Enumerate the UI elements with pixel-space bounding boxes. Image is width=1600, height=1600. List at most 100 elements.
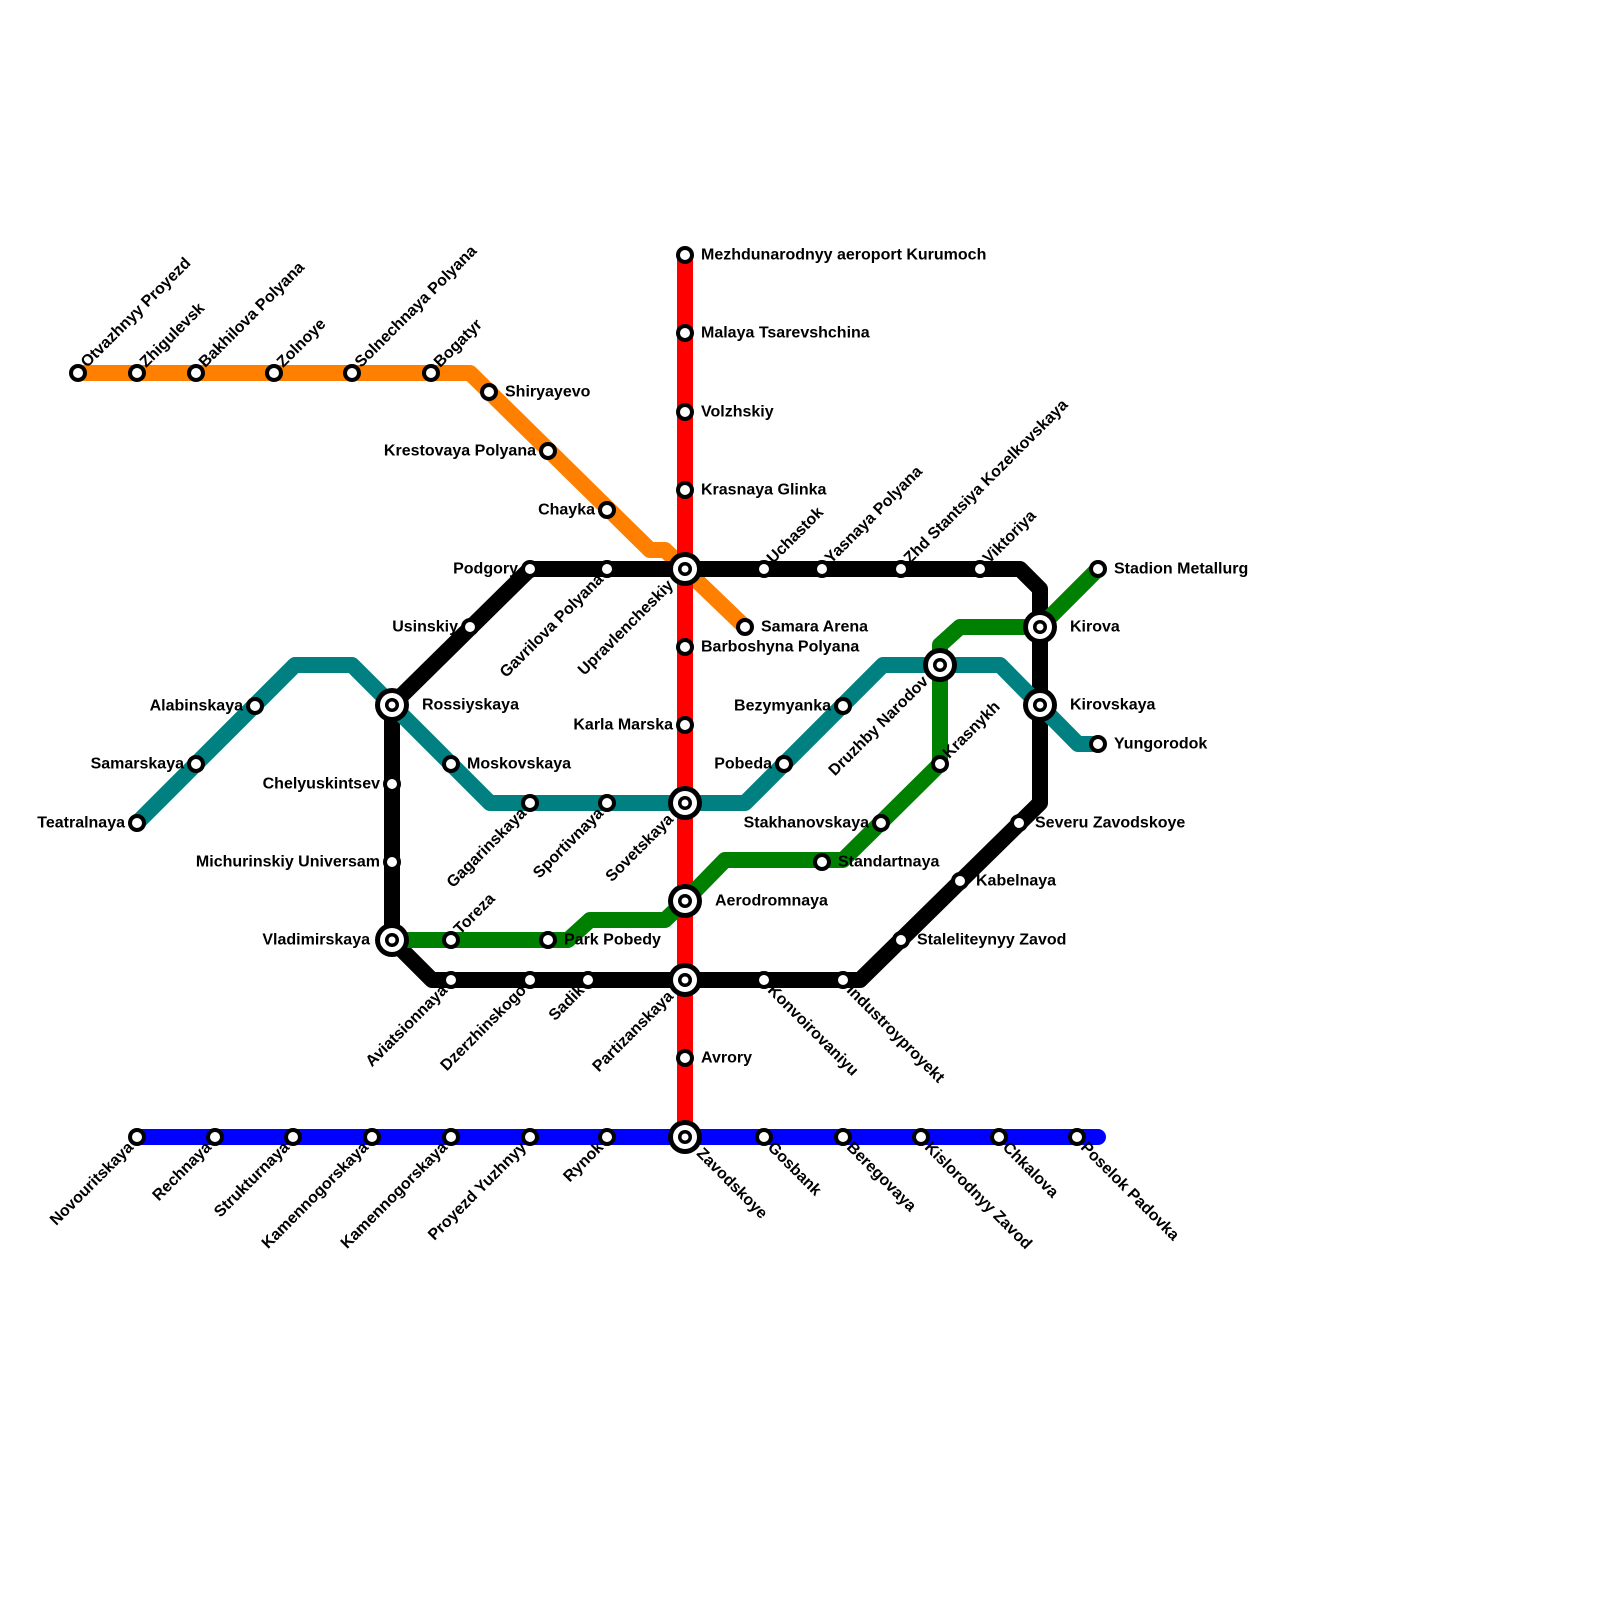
station-label[interactable]: Rossiyskaya	[422, 697, 519, 714]
station-label[interactable]: Avrory	[701, 1050, 752, 1067]
station-label[interactable]: Dzerzhinskogo	[438, 982, 531, 1075]
station-label[interactable]: Kirova	[1070, 619, 1120, 636]
station[interactable]: Shiryayevo	[480, 383, 591, 401]
station-label[interactable]: Gagarinskaya	[444, 805, 530, 891]
station[interactable]: Otvazhnyy Proyezd	[69, 255, 194, 382]
station[interactable]: Alabinskaya	[150, 697, 264, 715]
station-label[interactable]: Kabelnaya	[976, 873, 1056, 890]
station-label[interactable]: Sportivnaya	[530, 805, 607, 882]
station-label[interactable]: Teatralnaya	[37, 815, 125, 832]
station-label[interactable]: Yungorodok	[1114, 736, 1207, 753]
station-label[interactable]: Park Pobedy	[564, 932, 661, 949]
station[interactable]: Zhd Stantsiya Kozelkovskaya	[892, 396, 1072, 578]
station[interactable]: Staleliteynyy Zavod	[892, 931, 1066, 949]
station[interactable]: Pobeda	[714, 755, 793, 773]
station-label[interactable]: Podgory	[453, 561, 518, 578]
station[interactable]: Park Pobedy	[539, 931, 661, 949]
station[interactable]: Barboshyna Polyana	[676, 638, 859, 656]
station-label[interactable]: Otvazhnyy Proyezd	[78, 255, 194, 371]
station-label[interactable]: Vladimirskaya	[262, 932, 370, 949]
station-label[interactable]: Karla Marska	[573, 717, 673, 734]
station[interactable]: Krasnaya Glinka	[676, 481, 827, 499]
station-label[interactable]: Usinskiy	[392, 619, 458, 636]
station-label[interactable]: Samarskaya	[91, 756, 185, 773]
station-label[interactable]: Michurinskiy Universam	[196, 854, 380, 871]
station[interactable]: Malaya Tsarevshchina	[676, 324, 870, 342]
station-label[interactable]: Bezymyanka	[734, 698, 831, 715]
line-green[interactable]	[384, 561, 1106, 948]
station-label[interactable]: Bogatyr	[431, 316, 486, 371]
station[interactable]: Samarskaya	[91, 755, 205, 773]
station[interactable]: Chelyuskintsev	[263, 775, 401, 793]
station-label[interactable]: Staleliteynyy Zavod	[917, 932, 1066, 949]
station[interactable]: Stakhanovskaya	[744, 814, 890, 832]
station[interactable]: Usinskiy	[392, 618, 479, 636]
station-label[interactable]: Krasnaya Glinka	[701, 482, 827, 499]
station-label[interactable]: Krasnykh	[940, 698, 1004, 762]
station[interactable]: Moskovskaya	[442, 755, 571, 773]
station[interactable]: Severu Zavodskoye	[1010, 814, 1185, 832]
station-label[interactable]: Uchastok	[764, 504, 827, 567]
station-label[interactable]: Standartnaya	[838, 854, 939, 871]
station-label[interactable]: Viktoriya	[980, 507, 1040, 567]
station-label[interactable]: Shiryayevo	[505, 384, 591, 401]
station-label[interactable]: Beregovaya	[843, 1139, 919, 1215]
station-label[interactable]: Volzhskiy	[701, 404, 774, 421]
station-label[interactable]: Stakhanovskaya	[744, 815, 870, 832]
station[interactable]: Samara Arena	[736, 618, 868, 636]
station[interactable]: Mezhdunarodnyy aeroport Kurumoch	[676, 246, 986, 264]
line-orange[interactable]	[70, 365, 753, 635]
station-label[interactable]: Samara Arena	[761, 619, 868, 636]
station-label[interactable]: Zavodskoye	[693, 1145, 770, 1222]
station[interactable]: Krestovaya Polyana	[384, 442, 557, 460]
station[interactable]: Chayka	[538, 501, 616, 519]
station[interactable]: Volzhskiy	[676, 403, 774, 421]
line-black[interactable]	[384, 561, 1048, 988]
station[interactable]: Vladimirskaya	[262, 923, 409, 957]
station[interactable]: Kabelnaya	[951, 872, 1056, 890]
station[interactable]: Teatralnaya	[37, 814, 146, 832]
station-label[interactable]: Barboshyna Polyana	[701, 639, 859, 656]
station-label[interactable]: Zolnoye	[274, 316, 329, 371]
station-label[interactable]: Aviatsionnaya	[363, 982, 451, 1070]
station-label[interactable]: Malaya Tsarevshchina	[701, 325, 870, 342]
station-label[interactable]: Toreza	[451, 890, 499, 938]
station-label[interactable]: Poselok Padovka	[1077, 1139, 1182, 1244]
station-label[interactable]: Severu Zavodskoye	[1035, 815, 1185, 832]
station-label[interactable]: Novouritskaya	[47, 1139, 137, 1229]
station-label[interactable]: Moskovskaya	[467, 756, 571, 773]
station-label[interactable]: Alabinskaya	[150, 698, 243, 715]
station-label[interactable]: Pobeda	[714, 756, 772, 773]
station[interactable]: Konvoirovaniyu	[755, 971, 862, 1080]
station-label[interactable]: Kirovskaya	[1070, 697, 1155, 714]
station[interactable]: Michurinskiy Universam	[196, 853, 401, 871]
station-label[interactable]: Gosbank	[764, 1139, 825, 1200]
station[interactable]: Poselok Padovka	[1068, 1128, 1182, 1244]
station[interactable]: Kirovskaya	[1023, 688, 1155, 722]
station[interactable]: Kirova	[1023, 610, 1120, 644]
station-label[interactable]: Chayka	[538, 502, 595, 519]
station-label[interactable]: Aerodromnaya	[715, 893, 828, 910]
station-label[interactable]: Chelyuskintsev	[263, 776, 380, 793]
station-label[interactable]: Strukturnaya	[211, 1139, 293, 1221]
station-label[interactable]: Stadion Metallurg	[1114, 561, 1248, 578]
station-label[interactable]: Krestovaya Polyana	[384, 443, 536, 460]
station[interactable]: Aerodromnaya	[668, 884, 828, 918]
station[interactable]: Rossiyskaya	[375, 688, 519, 722]
station[interactable]: Podgory	[453, 560, 539, 578]
station-label[interactable]: Sovetskaya	[603, 811, 677, 885]
station-label[interactable]: Industroyproyekt	[843, 982, 948, 1087]
station[interactable]: Stadion Metallurg	[1089, 560, 1248, 578]
station-label[interactable]: Sadik	[546, 982, 588, 1024]
station-label[interactable]: Druzhby Narodov	[826, 673, 932, 779]
station[interactable]: Karla Marska	[573, 716, 694, 734]
station[interactable]: Bezymyanka	[734, 697, 852, 715]
station-label[interactable]: Chkalova	[999, 1139, 1061, 1201]
station-label[interactable]: Mezhdunarodnyy aeroport Kurumoch	[701, 247, 986, 264]
station[interactable]: Solnechnaya Polyana	[343, 243, 480, 382]
station[interactable]: Avrory	[676, 1049, 752, 1067]
station[interactable]: Yungorodok	[1089, 735, 1207, 753]
station[interactable]: Novouritskaya	[47, 1128, 146, 1229]
station-label[interactable]: Rynok	[560, 1139, 607, 1186]
station-label[interactable]: Rechnaya	[150, 1139, 216, 1205]
